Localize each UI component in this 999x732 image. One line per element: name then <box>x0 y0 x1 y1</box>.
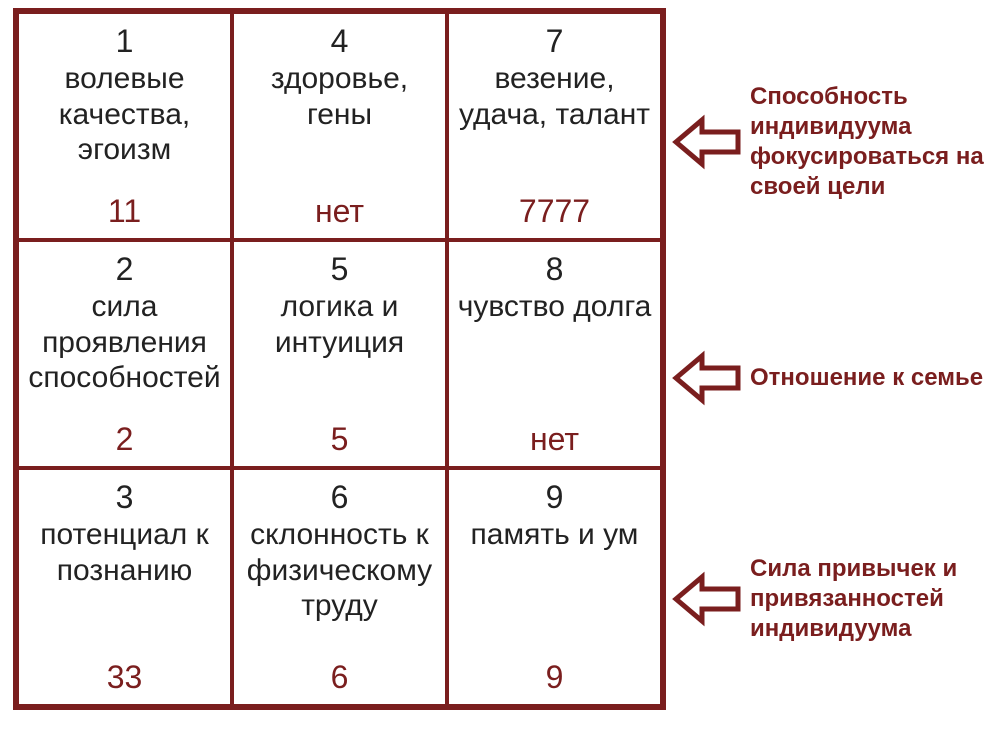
annotation-text: Сила привычек и привязанностей индивидуу… <box>750 554 999 644</box>
cell-9: 9 память и ум 9 <box>447 468 662 706</box>
cell-number: 9 <box>546 480 564 515</box>
cell-number: 6 <box>331 480 349 515</box>
diagram-container: 1 волевые качества, эгоизм 11 4 здоровье… <box>0 0 999 718</box>
cell-value: 7777 <box>449 193 660 230</box>
annotation-row-2: Отношение к семье <box>672 350 999 406</box>
cell-number: 2 <box>116 252 134 287</box>
cell-1: 1 волевые качества, эгоизм 11 <box>17 12 232 240</box>
annotation-row-1: Способность индивидуума фокусироваться н… <box>672 82 999 202</box>
cell-2: 2 сила проявления способностей 2 <box>17 240 232 468</box>
arrow-left-icon <box>672 350 744 406</box>
cell-value: нет <box>234 193 445 230</box>
cell-label: логика и интуиция <box>240 289 439 360</box>
cell-label: волевые качества, эгоизм <box>25 61 224 167</box>
cell-7: 7 везение, удача, талант 7777 <box>447 12 662 240</box>
cell-5: 5 логика и интуиция 5 <box>232 240 447 468</box>
row-annotations: Способность индивидуума фокусироваться н… <box>666 8 999 718</box>
annotation-text: Способность индивидуума фокусироваться н… <box>750 82 999 202</box>
cell-value: нет <box>449 421 660 458</box>
cell-3: 3 потенциал к познанию 33 <box>17 468 232 706</box>
cell-number: 7 <box>546 24 564 59</box>
cell-value: 2 <box>19 421 230 458</box>
cell-number: 1 <box>116 24 134 59</box>
cell-value: 11 <box>19 193 230 230</box>
cell-label: сила проявления способностей <box>25 289 224 395</box>
arrow-left-icon <box>672 114 744 170</box>
cell-label: чувство долга <box>458 289 652 324</box>
cell-number: 5 <box>331 252 349 287</box>
annotation-row-3: Сила привычек и привязанностей индивидуу… <box>672 554 999 644</box>
cell-4: 4 здоровье, гены нет <box>232 12 447 240</box>
arrow-left-icon <box>672 571 744 627</box>
cell-number: 3 <box>116 480 134 515</box>
cell-label: потенциал к познанию <box>25 517 224 588</box>
cell-value: 6 <box>234 659 445 696</box>
cell-8: 8 чувство долга нет <box>447 240 662 468</box>
cell-label: склонность к физическому труду <box>240 517 439 623</box>
annotation-text: Отношение к семье <box>750 363 983 393</box>
cell-label: здоровье, гены <box>240 61 439 132</box>
cell-number: 8 <box>546 252 564 287</box>
cell-label: память и ум <box>471 517 639 552</box>
cell-label: везение, удача, талант <box>455 61 654 132</box>
cell-6: 6 склонность к физическому труду 6 <box>232 468 447 706</box>
cell-value: 5 <box>234 421 445 458</box>
numerology-grid: 1 волевые качества, эгоизм 11 4 здоровье… <box>13 8 666 710</box>
cell-number: 4 <box>331 24 349 59</box>
cell-value: 33 <box>19 659 230 696</box>
cell-value: 9 <box>449 659 660 696</box>
